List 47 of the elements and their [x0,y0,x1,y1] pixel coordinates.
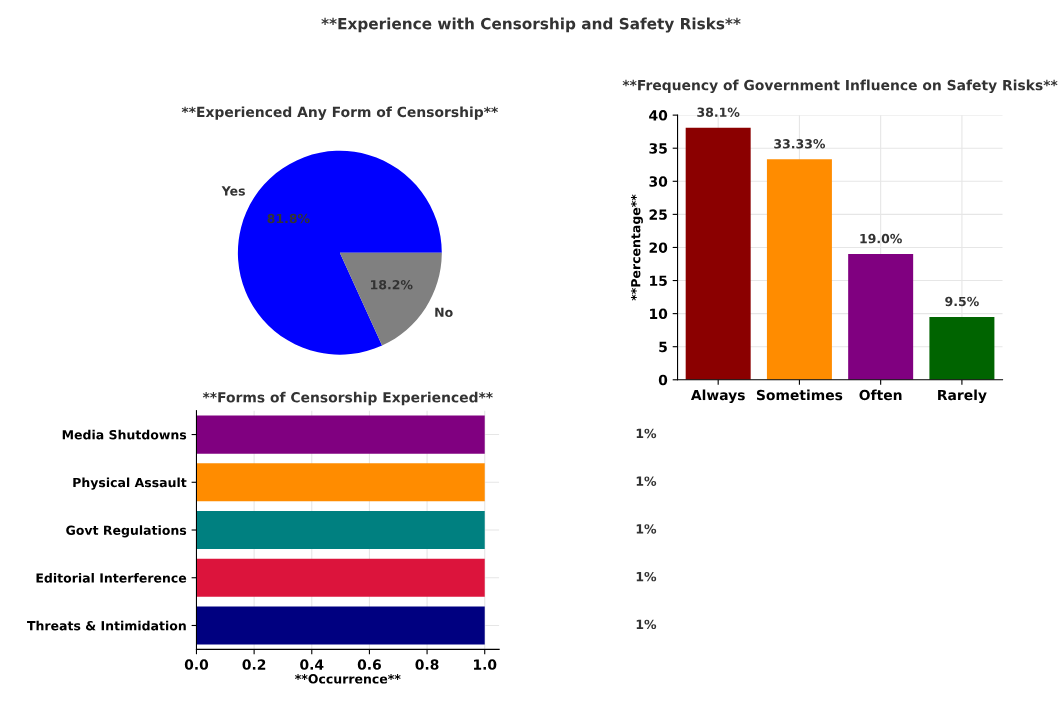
data-label: 1% [636,619,657,630]
bar [685,127,751,380]
y-axis-title: **Percentage** [630,194,643,301]
y-tick-label: Threats & Intimidation [27,620,186,631]
y-tick-label: Govt Regulations [66,525,187,538]
data-label: 1% [636,571,657,582]
y-tick-label: 15 [650,275,667,287]
bar [848,254,914,380]
x-tick-label: 0.8 [415,659,439,670]
y-tick-label: Editorial Interference [36,573,187,583]
data-label: 81.8% [267,213,310,224]
data-label: 1% [636,428,657,439]
y-tick-label: 40 [649,110,668,121]
data-label: 19.0% [860,233,902,244]
x-tick-label: Rarely [938,389,987,404]
y-tick-label: Media Shutdowns [62,429,187,440]
y-tick-label: 5 [659,341,667,353]
slice-label: Yes [221,186,245,196]
y-tick-label: 20 [649,242,668,253]
data-label: 33.33% [774,139,826,149]
bar [766,159,832,380]
data-label: 38.1% [697,107,740,117]
chart-title: **Experienced Any Form of Censorship** [181,106,498,120]
y-tick-label: 35 [649,143,667,154]
data-label: 1% [636,476,657,486]
x-tick-label: 1.0 [473,659,497,670]
x-tick-label: Always [690,389,745,404]
y-tick-label: 0 [658,374,668,386]
text: **Experience with Censorship and Safety Risks** [321,17,741,33]
y-tick-label: 30 [649,176,668,187]
data-label: 9.5% [945,296,979,307]
chart-title: **Forms of Censorship Experienced** [202,391,493,406]
y-tick-label: Physical Assault [73,477,187,490]
bar [929,316,995,380]
data-label: 18.2% [371,279,413,290]
data-label: 1% [636,524,657,534]
x-tick-label: 0.4 [300,659,324,670]
x-tick-label: 0.0 [184,659,209,670]
x-axis-title: **Occurrence** [295,674,401,684]
x-tick-label: Often [859,389,902,401]
x-tick-label: 0.2 [242,659,266,670]
y-tick-label: 25 [649,209,667,220]
x-tick-label: 0.6 [357,659,381,670]
x-tick-label: Sometimes [756,389,843,401]
chart-title: **Frequency of Government Influence on Safety Risks** [622,79,1058,94]
slice-label: No [435,307,453,318]
y-tick-label: 10 [650,308,668,320]
